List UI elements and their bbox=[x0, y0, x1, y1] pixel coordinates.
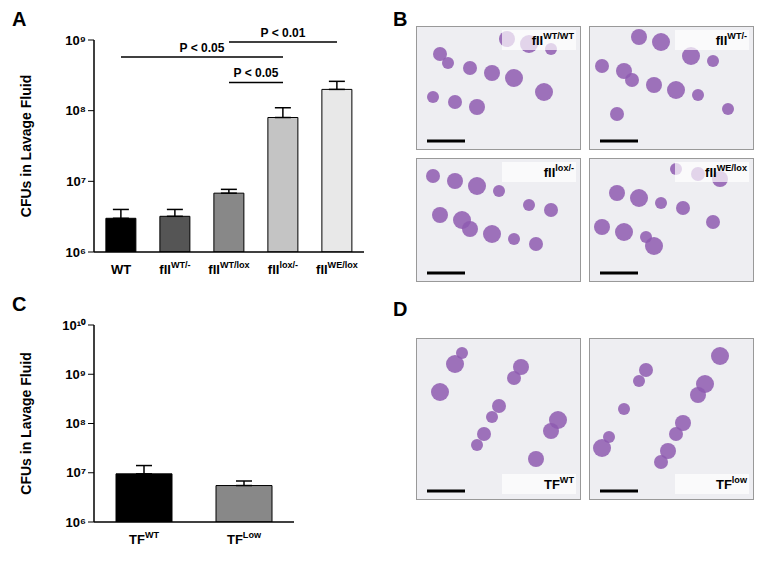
svg-text:TFlow: TFlow bbox=[716, 475, 748, 492]
svg-text:fIIlox/-: fIIlox/- bbox=[544, 163, 574, 180]
svg-text:10⁷: 10⁷ bbox=[66, 465, 86, 480]
svg-text:TFWT: TFWT bbox=[544, 475, 574, 492]
svg-text:fIIWE/lox: fIIWE/lox bbox=[705, 163, 747, 180]
svg-text:fIIWT/-: fIIWT/- bbox=[159, 260, 190, 277]
svg-text:CFUs in Lavage Fluid: CFUs in Lavage Fluid bbox=[18, 352, 34, 494]
svg-text:CFUs in Lavage Fluid: CFUs in Lavage Fluid bbox=[18, 75, 34, 217]
svg-text:P < 0.05: P < 0.05 bbox=[180, 41, 225, 55]
svg-text:P < 0.05: P < 0.05 bbox=[234, 66, 279, 80]
svg-text:WT: WT bbox=[111, 262, 131, 277]
svg-text:P < 0.01: P < 0.01 bbox=[261, 26, 306, 40]
svg-text:10⁹: 10⁹ bbox=[65, 33, 86, 48]
svg-text:fIIlox/-: fIIlox/- bbox=[268, 260, 298, 277]
svg-text:10⁸: 10⁸ bbox=[65, 416, 86, 431]
svg-text:10⁶: 10⁶ bbox=[66, 245, 86, 260]
html-text:C: C bbox=[12, 293, 27, 315]
svg-text:10⁸: 10⁸ bbox=[65, 103, 86, 118]
svg-text:fIIWE/lox: fIIWE/lox bbox=[316, 260, 358, 277]
svg-text:10⁹: 10⁹ bbox=[65, 367, 86, 382]
svg-text:fIIWT/WT: fIIWT/WT bbox=[532, 31, 575, 48]
svg-text:fIIWT/lox: fIIWT/lox bbox=[208, 260, 249, 277]
svg-text:10⁷: 10⁷ bbox=[66, 174, 86, 189]
svg-text:10¹⁰: 10¹⁰ bbox=[62, 318, 86, 333]
svg-text:TFWT: TFWT bbox=[129, 530, 159, 547]
svg-text:TFLow: TFLow bbox=[227, 530, 262, 547]
html-text:B: B bbox=[393, 8, 408, 30]
svg-text:fIIWT/-: fIIWT/- bbox=[716, 31, 747, 48]
svg-text:10⁶: 10⁶ bbox=[66, 515, 86, 530]
html-text:D: D bbox=[393, 298, 408, 320]
html-text:A: A bbox=[12, 8, 27, 30]
